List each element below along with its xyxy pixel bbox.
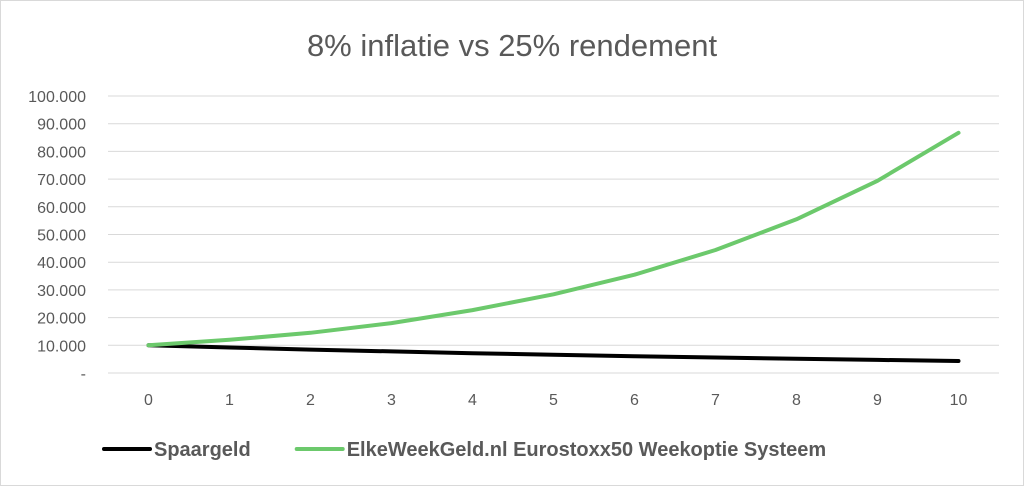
series-line-1 bbox=[146, 130, 961, 348]
x-tick-label: 9 bbox=[873, 392, 882, 409]
y-tick-label: 20.000 bbox=[37, 311, 86, 328]
y-tick-label: - bbox=[81, 366, 86, 383]
y-tick-label: 10.000 bbox=[37, 338, 86, 355]
series-line-0 bbox=[146, 343, 961, 363]
x-tick-label: 6 bbox=[630, 392, 639, 409]
legend-label-1: ElkeWeekGeld.nl Eurostoxx50 Weekoptie Sy… bbox=[347, 439, 826, 461]
y-tick-label: 70.000 bbox=[37, 172, 86, 189]
legend: Spaargeld ElkeWeekGeld.nl Eurostoxx50 Wee… bbox=[102, 439, 826, 461]
y-tick-label: 60.000 bbox=[37, 200, 86, 217]
y-tick-label: 90.000 bbox=[37, 117, 86, 134]
x-tick-label: 10 bbox=[950, 392, 968, 409]
legend-label-0: Spaargeld bbox=[154, 439, 251, 461]
x-tick-label: 2 bbox=[306, 392, 315, 409]
x-tick-label: 0 bbox=[144, 392, 153, 409]
x-tick-label: 4 bbox=[468, 392, 477, 409]
series-lines bbox=[146, 130, 961, 363]
x-tick-label: 7 bbox=[711, 392, 720, 409]
y-axis-ticks: - 10.000 20.000 30.000 40.000 50.000 60.000 70.… bbox=[28, 89, 86, 383]
y-tick-label: 40.000 bbox=[37, 255, 86, 272]
chart-title: 8% inflatie vs 25% rendement bbox=[307, 28, 718, 63]
x-tick-label: 8 bbox=[792, 392, 801, 409]
x-tick-label: 5 bbox=[549, 392, 558, 409]
x-tick-label: 1 bbox=[225, 392, 234, 409]
gridlines bbox=[108, 95, 999, 374]
x-tick-label: 3 bbox=[387, 392, 396, 409]
y-tick-label: 50.000 bbox=[37, 228, 86, 245]
x-axis-ticks: 0 1 2 3 4 5 6 7 8 9 10 bbox=[144, 392, 967, 409]
y-tick-label: 100.000 bbox=[28, 89, 86, 106]
y-tick-label: 80.000 bbox=[37, 144, 86, 161]
y-tick-label: 30.000 bbox=[37, 283, 86, 300]
